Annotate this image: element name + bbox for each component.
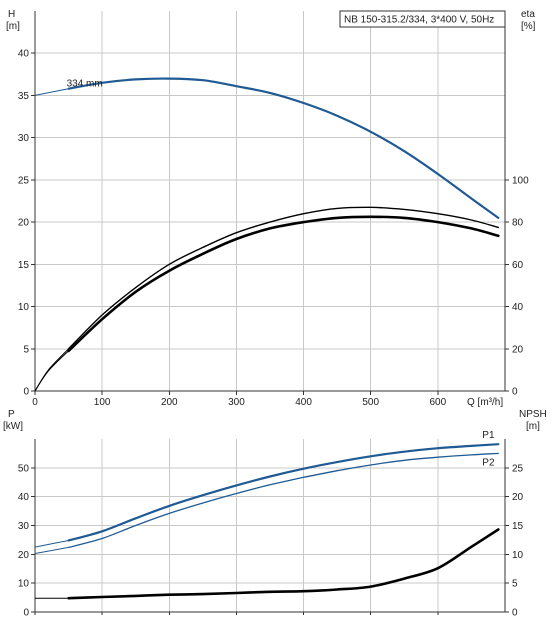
eta-axis-unit: [%]	[521, 21, 536, 32]
top-ytick-left-label: 15	[18, 260, 30, 271]
x-tick-label: 200	[161, 397, 178, 408]
chart-title: NB 150-315.2/334, 3*400 V, 50Hz	[344, 15, 494, 26]
top-ytick-left-label: 10	[18, 302, 30, 313]
title-box	[339, 10, 506, 28]
bottom-ytick-right-label: 10	[512, 550, 524, 561]
head-h-extension	[34, 88, 69, 96]
top-ytick-left-label: 30	[18, 133, 30, 144]
top-ytick-left-label: 20	[18, 218, 30, 229]
bottom-ytick-right-label: 20	[512, 492, 524, 503]
top-ytick-right-label: 80	[512, 218, 524, 229]
npsh-axis-unit: [m]	[526, 421, 540, 432]
top-ytick-right-label: 0	[512, 387, 518, 398]
x-tick-label: 300	[228, 397, 245, 408]
x-tick-label: 500	[362, 397, 379, 408]
efficiency-upper-curve	[67, 206, 499, 350]
efficiency-lower-extension	[34, 350, 69, 392]
x-tick-label: 0	[32, 397, 38, 408]
top-ytick-right-label: 60	[512, 260, 524, 271]
top-ytick-left-label: 25	[18, 175, 30, 186]
power-p1-curve	[67, 443, 500, 542]
bottom-ytick-left-label: 0	[23, 608, 29, 619]
x-tick-label: 100	[94, 397, 111, 408]
h-axis-title: H	[8, 9, 15, 20]
p-axis-unit: [kW]	[3, 421, 23, 432]
top-ytick-left-label: 35	[18, 91, 30, 102]
bottom-ytick-left-label: 10	[18, 579, 30, 590]
eta-axis-title: eta	[521, 9, 535, 20]
bottom-ytick-right-label: 25	[512, 463, 524, 474]
power-p2-curve	[67, 452, 499, 549]
series-label-p1: P1	[482, 430, 495, 441]
bottom-ytick-left-label: 50	[18, 463, 30, 474]
power-p1-extension	[34, 540, 69, 548]
head-h-curve	[67, 77, 500, 219]
impeller-diameter-label: 334 mm	[67, 79, 103, 90]
top-ytick-right-label: 20	[512, 344, 524, 355]
bottom-ytick-right-label: 0	[512, 608, 518, 619]
top-ytick-left-label: 5	[23, 344, 29, 355]
npsh-curve	[67, 528, 500, 600]
npsh-axis-title: NPSH	[519, 409, 547, 420]
bottom-ytick-left-label: 30	[18, 521, 30, 532]
top-ytick-left-label: 0	[23, 387, 29, 398]
bottom-ytick-left-label: 40	[18, 492, 30, 503]
x-tick-label: 600	[430, 397, 447, 408]
top-ytick-right-label: 100	[512, 175, 529, 186]
bottom-ytick-left-label: 20	[18, 550, 30, 561]
top-ytick-left-label: 40	[18, 49, 30, 60]
series-label-p2: P2	[482, 457, 495, 468]
p-axis-title: P	[8, 409, 15, 420]
top-ytick-right-label: 40	[512, 302, 524, 313]
bottom-ytick-right-label: 5	[512, 579, 518, 590]
bottom-ytick-right-label: 15	[512, 521, 524, 532]
x-tick-label: 400	[295, 397, 312, 408]
h-axis-unit: [m]	[6, 21, 20, 32]
efficiency-lower-curve	[67, 215, 500, 353]
power-p2-extension	[34, 546, 69, 554]
x-axis-label: Q [m³/h]	[467, 397, 503, 408]
